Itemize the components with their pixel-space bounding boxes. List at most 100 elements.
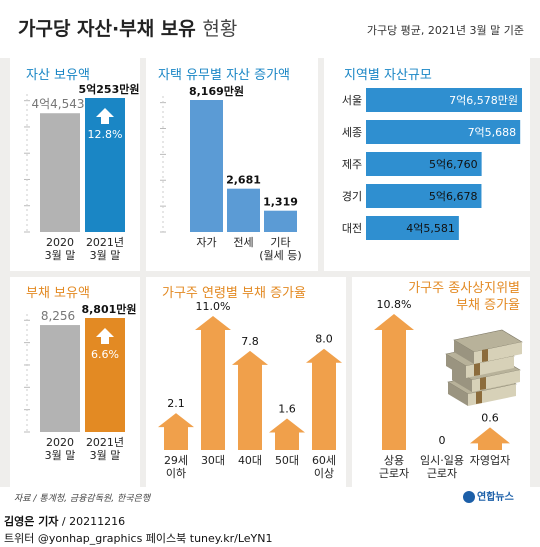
region-bar-2 <box>366 152 482 176</box>
money-band-3 <box>482 349 488 362</box>
region-value-label-2: 5억6,760 <box>429 158 478 171</box>
asset-category-0-line1: 2020 <box>46 236 74 249</box>
region-value-label-3: 5억6,678 <box>429 190 478 203</box>
chart-title-debt-by-job-line2: 부채 증가율 <box>456 298 520 313</box>
asset-value-label-0: 4억4,543 <box>31 97 84 111</box>
debt-bar-0 <box>40 325 80 432</box>
age-value-label-4: 8.0 <box>315 333 333 346</box>
debt-value-label-0: 8,256 <box>41 309 75 323</box>
region-category-4: 대전 <box>342 222 362 235</box>
panel-asset-increase-by-home <box>146 58 318 271</box>
page-title-main: 가구당 자산·부채 보유 <box>18 18 196 40</box>
age-category-2-line1: 40대 <box>238 454 262 467</box>
chart-title-asset-increase: 자택 유무별 자산 증가액 <box>158 68 290 83</box>
asset-value-label-1: 5억253만원 <box>79 82 140 96</box>
reporter-name: 김영은 기자 <box>4 515 59 528</box>
asset-change-label: 12.8% <box>88 128 123 141</box>
age-arrow-bar-3 <box>269 418 305 450</box>
page-title-sub: 현황 <box>202 18 238 40</box>
region-category-3: 경기 <box>342 190 362 203</box>
home-value-label-0: 8,169만원 <box>189 84 244 98</box>
age-category-0-line1: 29세 <box>164 454 188 467</box>
money-bundle-side-0 <box>448 382 468 406</box>
logo-text: 연합뉴스 <box>477 492 514 503</box>
logo-icon <box>463 491 475 503</box>
asset-category-1-line1: 2021년 <box>86 236 124 249</box>
debt-category-0-line2: 3월 말 <box>45 449 76 462</box>
region-category-2: 제주 <box>342 158 362 171</box>
age-category-4-line1: 60세 <box>312 454 336 467</box>
debt-up-arrow-icon <box>96 328 114 344</box>
credit-line: 김영은 기자 / 20211216 <box>4 513 125 529</box>
money-band-2 <box>474 363 480 376</box>
region-value-label-0: 7억6,578만원 <box>449 94 518 107</box>
job-category-0-line1: 상용 <box>384 454 404 467</box>
home-category-0-line1: 자가 <box>196 236 216 249</box>
home-category-2-line2: (월세 등) <box>259 249 301 262</box>
money-bundle-side-1 <box>452 368 472 392</box>
age-category-3-line1: 50대 <box>275 454 299 467</box>
chart-title-asset-holding: 자산 보유액 <box>26 68 90 83</box>
age-arrow-bar-1 <box>195 316 231 450</box>
job-category-2-line1: 자영업자 <box>470 454 510 467</box>
money-bundle-side-3 <box>454 340 474 364</box>
header: 가구당 자산·부채 보유 현황 가구당 평균, 2021년 3월 말 기준 <box>0 0 540 58</box>
job-arrow-bar-2 <box>470 427 510 450</box>
home-category-1-line1: 전세 <box>233 236 253 249</box>
debt-change-label: 6.6% <box>91 348 119 361</box>
region-bar-3 <box>366 184 482 208</box>
chart-title-debt-holding: 부채 보유액 <box>26 286 90 301</box>
chart-title-debt-by-age: 가구주 연령별 부채 증가율 <box>162 286 306 301</box>
region-category-1: 세종 <box>342 126 362 139</box>
job-arrow-bar-0 <box>374 314 414 450</box>
home-bar-2 <box>264 210 297 232</box>
money-band-0 <box>476 391 482 404</box>
age-category-0-line2: 이하 <box>166 466 186 480</box>
source-note: 자료 / 통계청, 금융감독원, 한국은행 <box>14 494 151 504</box>
debt-category-0-line1: 2020 <box>46 436 74 449</box>
chart-title-debt-by-job-line1: 가구주 종사상지위별 <box>408 281 520 296</box>
asset-bar-0 <box>40 113 80 232</box>
region-value-label-1: 7억5,688 <box>468 126 517 139</box>
region-bar-1 <box>366 120 521 144</box>
region-bar-0 <box>366 88 522 112</box>
asset-category-1-line2: 3월 말 <box>90 249 121 262</box>
chart-title-region-assets: 지역별 자산규모 <box>344 68 432 83</box>
home-category-2-line1: 기타 <box>270 236 290 249</box>
page-title: 가구당 자산·부채 보유 현황 <box>18 14 237 41</box>
yonhap-logo: 연합뉴스 <box>463 488 514 503</box>
debt-value-label-1: 8,801만원 <box>81 302 136 316</box>
age-value-label-0: 2.1 <box>167 397 185 410</box>
age-arrow-bar-4 <box>306 348 342 450</box>
age-category-4-line2: 이상 <box>314 467 334 480</box>
home-bar-0 <box>190 100 223 232</box>
home-bar-1 <box>227 188 260 232</box>
region-value-label-4: 4억5,581 <box>406 222 455 235</box>
job-category-1-line1: 임시·일용 <box>420 453 464 467</box>
job-category-1-line2: 근로자 <box>427 467 457 480</box>
basis-note: 가구당 평균, 2021년 3월 말 기준 <box>366 24 524 37</box>
asset-up-arrow-icon <box>96 108 114 124</box>
home-value-label-1: 2,681 <box>226 174 261 187</box>
home-value-label-2: 1,319 <box>263 196 298 209</box>
job-value-label-0: 10.8% <box>377 298 412 311</box>
job-value-label-1: 0 <box>439 434 446 447</box>
age-arrow-bar-2 <box>232 350 268 450</box>
debt-category-1-line2: 3월 말 <box>90 449 121 462</box>
asset-category-0-line2: 3월 말 <box>45 249 76 262</box>
age-value-label-2: 7.8 <box>241 335 259 348</box>
age-value-label-3: 1.6 <box>278 403 296 416</box>
chart-title-debt-by-job: 가구주 종사상지위별 부채 증가율 <box>380 280 520 314</box>
publish-date: / 20211216 <box>58 515 126 528</box>
social-links: 트위터 @yonhap_graphics 페이스북 tuney.kr/LeYN1 <box>4 532 273 545</box>
money-stack-illustration <box>445 329 523 406</box>
age-value-label-1: 11.0% <box>196 300 231 313</box>
age-category-1-line1: 30대 <box>201 454 225 467</box>
region-category-0: 서울 <box>342 94 362 107</box>
money-band-1 <box>480 377 486 390</box>
region-bar-4 <box>366 216 459 240</box>
debt-category-1-line1: 2021년 <box>86 436 124 449</box>
money-bundle-side-2 <box>446 354 466 378</box>
